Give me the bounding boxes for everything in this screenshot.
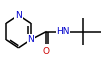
- Text: N: N: [15, 11, 22, 20]
- Text: O: O: [43, 47, 50, 56]
- Text: HN: HN: [57, 27, 70, 36]
- Text: N: N: [27, 35, 34, 44]
